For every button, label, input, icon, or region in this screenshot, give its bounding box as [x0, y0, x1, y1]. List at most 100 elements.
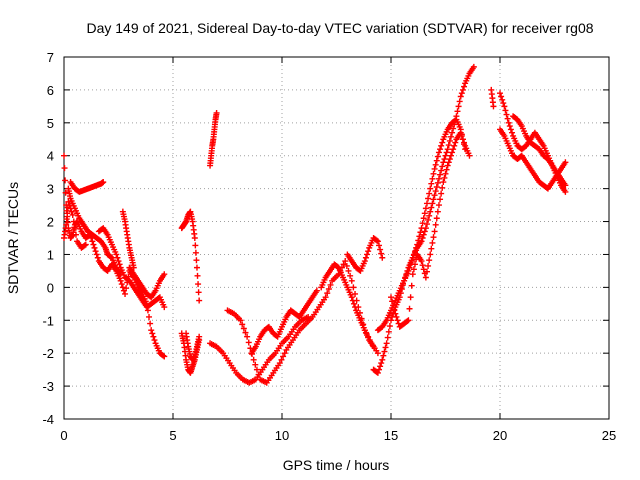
y-tick-label: 2	[47, 215, 54, 230]
data-point	[385, 328, 392, 335]
data-point	[194, 272, 201, 279]
data-point	[147, 320, 154, 327]
data-point	[107, 253, 114, 260]
data-point	[63, 221, 70, 228]
data-point	[503, 111, 510, 118]
x-axis-label: GPS time / hours	[283, 457, 390, 473]
data-point	[345, 267, 352, 274]
data-point	[438, 190, 445, 197]
data-point	[362, 254, 369, 261]
data-point	[427, 185, 434, 192]
data-point	[69, 211, 76, 218]
series-arc-f	[119, 208, 137, 271]
series-arc-i	[178, 208, 203, 304]
data-point	[191, 235, 198, 241]
data-point	[410, 266, 417, 273]
data-point	[442, 152, 449, 159]
data-point	[342, 258, 349, 265]
data-point	[461, 83, 468, 90]
data-point	[434, 179, 441, 186]
data-point	[446, 137, 453, 144]
data-point	[348, 277, 355, 284]
data-point	[347, 272, 354, 279]
data-point	[408, 258, 415, 265]
data-point	[433, 215, 440, 222]
data-point	[414, 241, 421, 248]
data-point	[466, 152, 473, 159]
data-point	[64, 210, 71, 217]
data-point	[441, 156, 448, 163]
data-points	[61, 63, 569, 386]
series-arc-e	[95, 225, 168, 311]
data-point	[426, 257, 433, 264]
data-point	[255, 371, 262, 378]
data-point	[280, 353, 287, 360]
data-point	[409, 254, 416, 261]
data-point	[457, 93, 464, 100]
data-point	[423, 200, 430, 207]
data-point	[390, 302, 397, 309]
data-point	[505, 119, 512, 126]
data-point	[411, 261, 418, 268]
data-point	[421, 210, 428, 217]
data-point	[499, 96, 506, 103]
data-point	[411, 248, 418, 255]
data-point	[161, 304, 168, 311]
data-point	[432, 188, 439, 195]
x-tick-label: 15	[384, 428, 398, 443]
data-point	[66, 202, 73, 209]
data-point	[405, 267, 412, 274]
x-tick-label: 20	[493, 428, 507, 443]
data-point	[439, 163, 446, 170]
data-point	[146, 313, 153, 320]
data-point	[405, 317, 412, 324]
data-point	[278, 356, 285, 363]
data-point	[100, 179, 107, 186]
data-point	[433, 183, 440, 190]
series-arc-g	[126, 264, 168, 301]
data-point	[431, 228, 438, 235]
series-arc-o	[318, 261, 377, 350]
data-point	[562, 188, 569, 195]
data-point	[383, 340, 390, 347]
data-point	[213, 109, 220, 116]
data-point	[160, 352, 167, 359]
data-point	[65, 198, 72, 205]
data-point	[237, 317, 244, 324]
data-point	[438, 167, 445, 174]
series-arc-b	[65, 185, 124, 278]
data-point	[70, 218, 77, 225]
data-point	[61, 152, 67, 159]
data-point	[322, 294, 329, 301]
data-point	[350, 300, 357, 307]
data-point	[193, 257, 200, 264]
data-point	[431, 165, 438, 172]
data-point	[426, 190, 433, 197]
data-point	[470, 63, 477, 70]
data-point	[392, 310, 399, 317]
data-point	[192, 249, 199, 256]
data-point	[72, 231, 79, 238]
series-arc-c	[67, 179, 107, 195]
data-point	[276, 360, 283, 367]
series-arc-d	[61, 198, 89, 251]
data-point	[193, 264, 200, 271]
data-point	[451, 142, 458, 149]
data-point	[394, 317, 401, 324]
data-point	[422, 205, 429, 212]
y-tick-label: 7	[47, 50, 54, 65]
data-point	[432, 221, 439, 228]
data-point	[508, 129, 515, 136]
data-point	[435, 202, 442, 209]
data-point	[93, 251, 100, 258]
y-tick-label: 6	[47, 83, 54, 98]
data-point	[327, 281, 334, 288]
data-point	[381, 348, 388, 355]
x-tick-label: 25	[602, 428, 616, 443]
data-point	[407, 294, 414, 301]
data-point	[150, 333, 157, 340]
data-point	[458, 90, 465, 97]
y-tick-label: -3	[42, 379, 54, 394]
data-point	[434, 153, 441, 160]
data-point	[334, 263, 341, 270]
